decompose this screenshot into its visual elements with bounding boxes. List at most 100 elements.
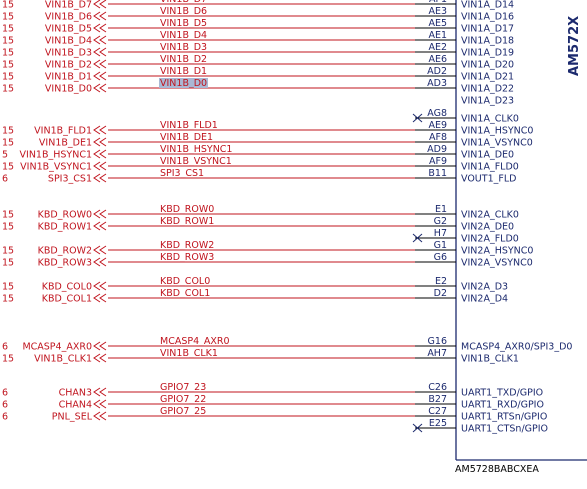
net-label: VIN1B_D1 (160, 66, 207, 77)
net-label: VIN1B_FLD1 (160, 120, 218, 131)
pin-number: AE1 (428, 30, 447, 41)
port-label: VIN1B_HSYNC1 (20, 150, 92, 161)
sheet-ref: 15 (2, 282, 14, 293)
sheet-ref: 15 (2, 210, 14, 221)
off-page-connector[interactable] (93, 149, 107, 159)
signal-label: VIN2A_HSYNC0 (461, 246, 533, 257)
sheet-ref: 6 (2, 174, 8, 185)
pin-number: E25 (429, 418, 447, 429)
off-page-connector[interactable] (93, 125, 107, 135)
signal-label: VIN1A_D14 (461, 0, 514, 11)
net-label: KBD_ROW3 (160, 252, 214, 263)
schematic-row: VIN1A_D21 AD2 VIN1B_D1 VIN1B_D1 15 (2, 66, 514, 83)
schematic-row: UART1_RXD/GPIO B27 GPIO7_22 CHAN4 6 (2, 394, 544, 411)
port-label: CHAN4 (59, 400, 92, 411)
sheet-ref: 15 (2, 222, 14, 233)
selection-highlight (159, 78, 208, 88)
schematic-row: VIN1A_D17 AE5 VIN1B_D5 VIN1B_D5 15 (2, 18, 514, 35)
schematic-row: UART1_RTSn/GPIO C27 GPIO7_25 PNL_SEL 6 (2, 406, 547, 423)
net-label: VIN1B_CLK1 (160, 348, 218, 359)
schematic-row: VIN1A_D14 AF1 VIN1B_D7 VIN1B_D7 15 (2, 0, 514, 11)
sheet-ref: 5 (2, 150, 8, 161)
schematic-row: VIN1A_D16 AE3 VIN1B_D6 VIN1B_D6 15 (2, 6, 514, 23)
schematic-row: VOUT1_FLD B11 SPI3_CS1 SPI3_CS1 6 (2, 168, 516, 185)
schematic-row: VIN1A_FLD0 AF9 VIN1B_VSYNC1 VIN1B_VSYNC1 15 (2, 156, 519, 173)
sheet-ref: 15 (2, 72, 14, 83)
schematic-row: MCASP4_AXR0/SPI3_D0 G16 MCASP4_AXR0 MCASP4_… (2, 336, 572, 353)
port-label: VIN1B_D1 (45, 72, 92, 83)
off-page-connector[interactable] (93, 221, 107, 231)
signal-label: VIN1A_D17 (461, 24, 514, 35)
port-label: VIN1B_CLK1 (34, 354, 92, 365)
signal-label: VIN2A_VSYNC0 (461, 258, 533, 269)
net-label: VIN1B_D7 (160, 0, 207, 5)
schematic-row: UART1_CTSn/GPIO E25 (412, 418, 548, 435)
pin-number: H7 (434, 228, 447, 239)
sheet-ref: 15 (2, 48, 14, 59)
off-page-connector[interactable] (93, 281, 107, 291)
schematic-row: VIN2A_D4 D2 KBD_COL1 KBD_COL1 15 (2, 288, 508, 305)
pin-number: AD2 (427, 66, 447, 77)
sheet-ref: 6 (2, 342, 8, 353)
off-page-connector[interactable] (93, 411, 107, 421)
off-page-connector[interactable] (93, 209, 107, 219)
off-page-connector[interactable] (93, 257, 107, 267)
sheet-ref: 15 (2, 0, 14, 11)
off-page-connector[interactable] (93, 399, 107, 409)
net-label: VIN1B_VSYNC1 (160, 156, 232, 167)
port-label: VIN1B_D6 (45, 12, 92, 23)
off-page-connector[interactable] (93, 173, 107, 183)
net-label: KBD_COL0 (160, 276, 210, 287)
net-label: SPI3_CS1 (160, 168, 204, 179)
port-label: PNL_SEL (52, 412, 93, 423)
off-page-connector[interactable] (93, 293, 107, 303)
schematic-row: VIN1A_D18 AE1 VIN1B_D4 VIN1B_D4 15 (2, 30, 514, 47)
net-label: GPIO7_25 (160, 406, 206, 417)
net-label: VIN1B_HSYNC1 (160, 144, 232, 155)
off-page-connector[interactable] (93, 83, 107, 93)
schematic-row: VIN2A_VSYNC0 G6 KBD_ROW3 KBD_ROW3 15 (2, 252, 533, 269)
signal-label: VIN1A_D20 (461, 60, 514, 71)
signal-label: VIN2A_D3 (461, 282, 508, 293)
signal-label: MCASP4_AXR0/SPI3_D0 (461, 342, 572, 353)
off-page-connector[interactable] (93, 353, 107, 363)
sheet-ref: 6 (2, 412, 8, 423)
chip-body (455, 0, 587, 461)
off-page-connector[interactable] (93, 71, 107, 81)
schematic-row: VIN2A_HSYNC0 G1 KBD_ROW2 KBD_ROW2 15 (2, 240, 533, 257)
sheet-ref: 6 (2, 400, 8, 411)
pin-number: G1 (434, 240, 447, 251)
sheet-ref: 15 (2, 36, 14, 47)
off-page-connector[interactable] (93, 387, 107, 397)
pin-number: AG8 (427, 108, 447, 119)
port-label: VIN1B_VSYNC1 (20, 162, 92, 173)
schematic-row: VIN1A_D23 (461, 96, 514, 107)
pin-number: D2 (434, 288, 447, 299)
chip-part-number: AM5728BABCXEA (455, 464, 539, 475)
off-page-connector[interactable] (93, 0, 107, 9)
pin-number: E1 (435, 204, 447, 215)
off-page-connector[interactable] (93, 23, 107, 33)
pin-number: AE3 (428, 6, 447, 17)
off-page-connector[interactable] (93, 161, 107, 171)
off-page-connector[interactable] (93, 245, 107, 255)
pin-number: G16 (428, 336, 447, 347)
off-page-connector[interactable] (93, 11, 107, 21)
net-label: KBD_ROW1 (160, 216, 214, 227)
pin-number: AE5 (428, 18, 447, 29)
sheet-ref: 15 (2, 12, 14, 23)
port-label: KBD_ROW3 (38, 258, 92, 269)
off-page-connector[interactable] (93, 59, 107, 69)
signal-label: VIN1A_FLD0 (461, 162, 519, 173)
schematic-row: VIN2A_FLD0 H7 (412, 228, 519, 245)
pin-number: AD9 (427, 144, 447, 155)
off-page-connector[interactable] (93, 35, 107, 45)
pin-number: AE2 (428, 42, 447, 53)
sheet-ref: 15 (2, 138, 14, 149)
off-page-connector[interactable] (93, 137, 107, 147)
schematic-row: VIN2A_DE0 G2 KBD_ROW1 KBD_ROW1 15 (2, 216, 514, 233)
signal-label: VIN2A_D4 (461, 294, 508, 305)
port-label: MCASP4_AXR0 (22, 342, 92, 353)
off-page-connector[interactable] (93, 341, 107, 351)
off-page-connector[interactable] (93, 47, 107, 57)
